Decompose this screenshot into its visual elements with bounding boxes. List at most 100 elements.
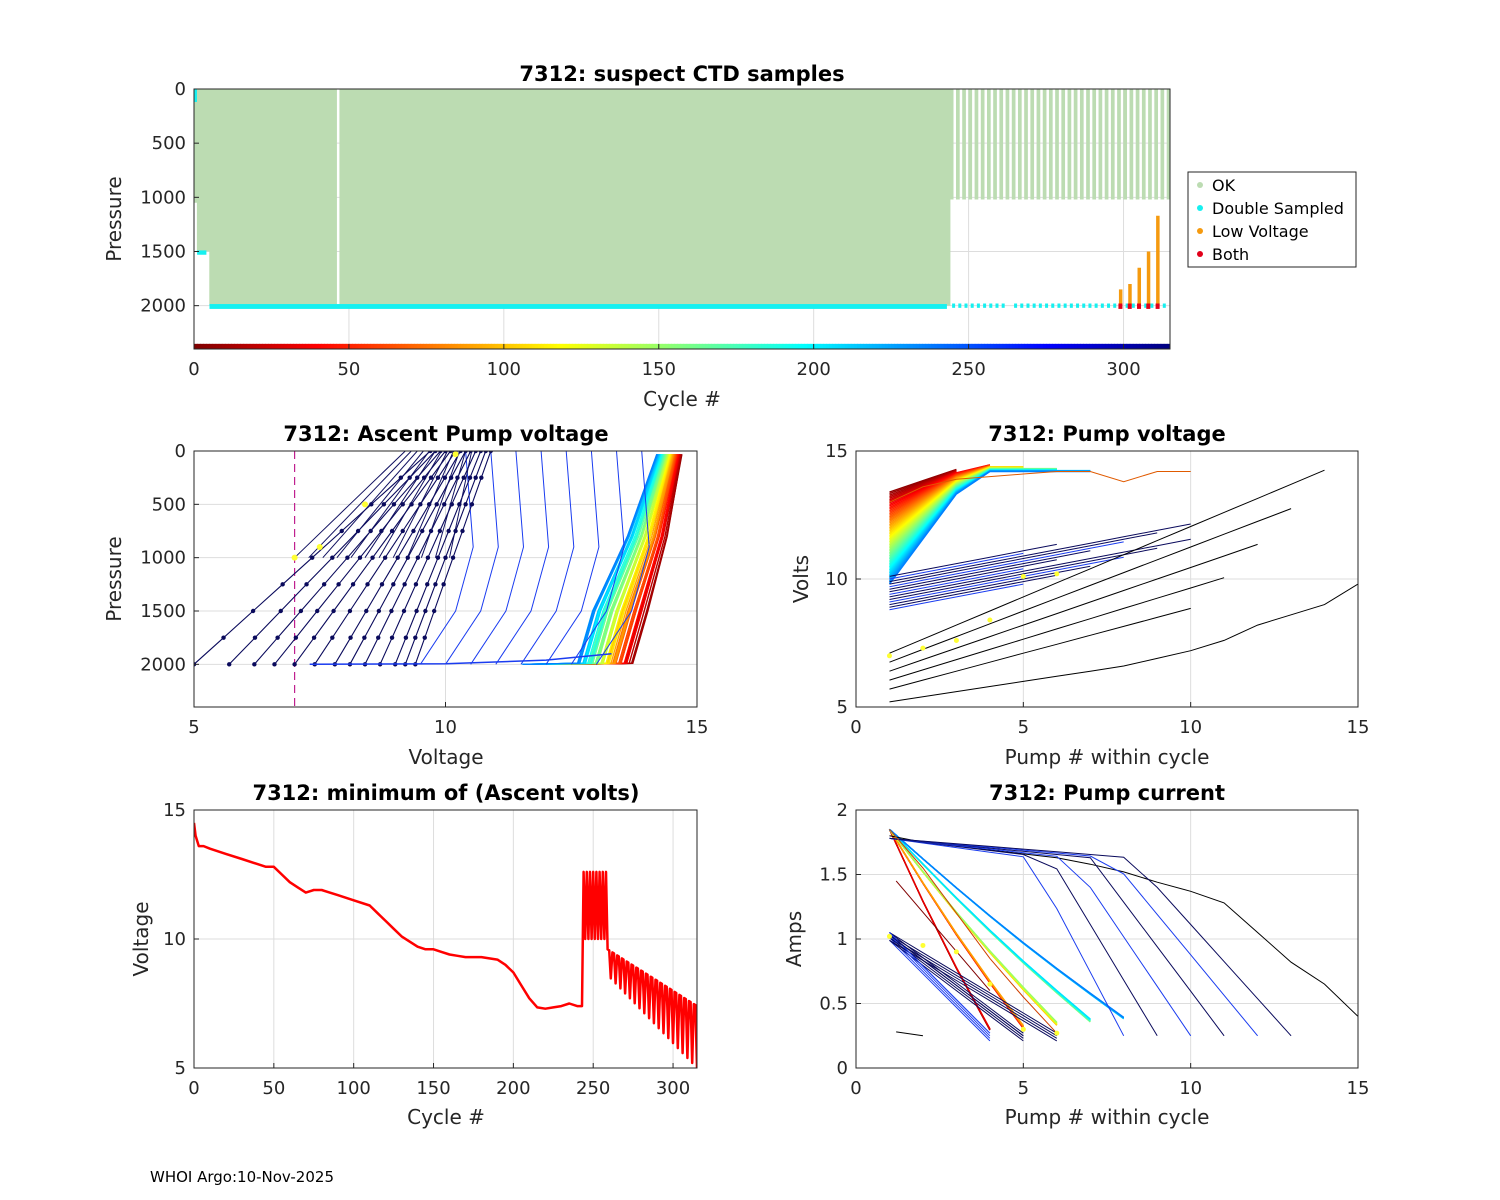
ok-sample-bar (450, 89, 455, 306)
ok-sample-bar (286, 89, 291, 306)
ok-sample-bar (327, 89, 331, 306)
cycle-color-strip (280, 343, 285, 349)
min-voltage-xlabel: Cycle # (407, 1105, 485, 1129)
cycle-color-strip (510, 343, 514, 349)
ascent-point (400, 528, 405, 534)
ok-sample-bar (562, 89, 567, 306)
ok-sample-bar (828, 89, 833, 306)
legend-marker-low-voltage (1197, 228, 1203, 234)
cycle-color-strip (1101, 343, 1106, 349)
ok-sample-bar (550, 89, 554, 306)
cycle-color-strip (553, 343, 558, 349)
double-sampled-mark (1125, 303, 1129, 308)
cycle-color-strip (640, 343, 644, 349)
bar-gap (1167, 199, 1170, 204)
cycle-color-strip (649, 343, 654, 349)
ascent-point (365, 582, 370, 587)
ok-sample-bar (1154, 89, 1159, 200)
double-sampled-mark (197, 250, 207, 255)
cycle-color-strip (429, 343, 434, 349)
double-sampled-mark (1020, 303, 1024, 308)
ascent-point (434, 502, 439, 507)
cycle-color-strip (764, 343, 768, 349)
bar-gap (1006, 199, 1009, 204)
cycle-color-strip (630, 343, 635, 349)
ok-sample-bar (519, 89, 523, 306)
ok-sample-bar (639, 89, 644, 306)
ok-sample-bar (986, 89, 991, 200)
cycle-color-strip (534, 343, 539, 349)
cycle-color-strip (395, 343, 399, 349)
ok-sample-bar (621, 89, 626, 306)
cycle-color-strip (379, 343, 384, 349)
ok-sample-bar (314, 89, 319, 306)
cycle-color-strip (1160, 343, 1165, 349)
ok-sample-bar (633, 89, 638, 306)
cycle-color-strip (996, 343, 1001, 349)
ascent-profile-line (520, 451, 575, 665)
ok-sample-bar (841, 89, 846, 306)
ok-sample-bar (791, 89, 796, 306)
double-sampled-mark (1032, 303, 1036, 308)
double-sampled-mark (1069, 303, 1073, 308)
cycle-color-strip (925, 343, 929, 349)
ok-sample-bar (980, 89, 985, 200)
cycle-color-strip (668, 343, 672, 349)
ascent-point (389, 608, 394, 614)
pump-current-star-marker (1020, 1026, 1026, 1032)
cycle-color-strip (1163, 343, 1168, 349)
bar-gap (957, 199, 960, 204)
bar-gap (1136, 199, 1140, 204)
cycle-color-strip (826, 343, 830, 349)
minv-ytick-label: 10 (163, 929, 186, 950)
bar-gap (1124, 199, 1127, 204)
cycle-color-strip (358, 343, 362, 349)
legend-item-double-sampled: Double Sampled (1197, 199, 1344, 218)
ok-sample-bar (593, 89, 598, 306)
cycle-color-strip (516, 343, 520, 349)
ok-sample-bar (463, 89, 468, 306)
ok-sample-bar (196, 89, 201, 252)
min-voltage-series (194, 822, 697, 1068)
ascent-point (345, 555, 350, 560)
bar-gap (1087, 199, 1090, 204)
ascent-point (413, 635, 418, 640)
cycle-color-strip (761, 343, 765, 349)
ok-sample-bar (1048, 89, 1053, 200)
cycle-color-strip (909, 343, 914, 349)
cycle-color-strip (881, 343, 886, 349)
cycle-color-strip (782, 343, 787, 349)
double-sampled-mark (1038, 303, 1042, 308)
bar-gap (1025, 199, 1028, 204)
cycle-color-strip (699, 343, 703, 349)
ascent-ylabel: Pressure (102, 536, 126, 621)
cycle-color-strip (742, 343, 747, 349)
pump-current-line (889, 837, 1292, 1037)
ascent-profile-line (364, 451, 436, 558)
legend-item-low-voltage: Low Voltage (1197, 222, 1309, 241)
cycle-color-strip (578, 343, 582, 349)
cycle-color-strip (1073, 343, 1078, 349)
double-sampled-mark (209, 304, 947, 309)
ok-sample-bar (1117, 89, 1121, 200)
ascent-point (401, 608, 407, 614)
cycle-color-strip (816, 343, 821, 349)
cycle-color-strip (345, 343, 350, 349)
ok-sample-bar (258, 89, 263, 306)
cycle-color-strip (209, 343, 214, 349)
cycle-color-strip (900, 343, 905, 349)
ok-sample-bar (373, 89, 378, 306)
cycle-color-strip (255, 343, 260, 349)
minv-ytick-label: 15 (163, 800, 186, 821)
cycle-color-strip (1046, 343, 1050, 349)
ascent-point (448, 451, 453, 454)
cycle-color-strip (974, 343, 979, 349)
cycle-color-strip (587, 343, 592, 349)
ascent-point (460, 528, 465, 534)
cycle-color-strip (934, 343, 939, 349)
ok-sample-bar (478, 89, 483, 306)
ok-sample-bar (382, 89, 387, 306)
cycle-color-strip (810, 343, 815, 349)
ok-sample-bar (469, 89, 474, 306)
ok-sample-bar (615, 89, 619, 306)
